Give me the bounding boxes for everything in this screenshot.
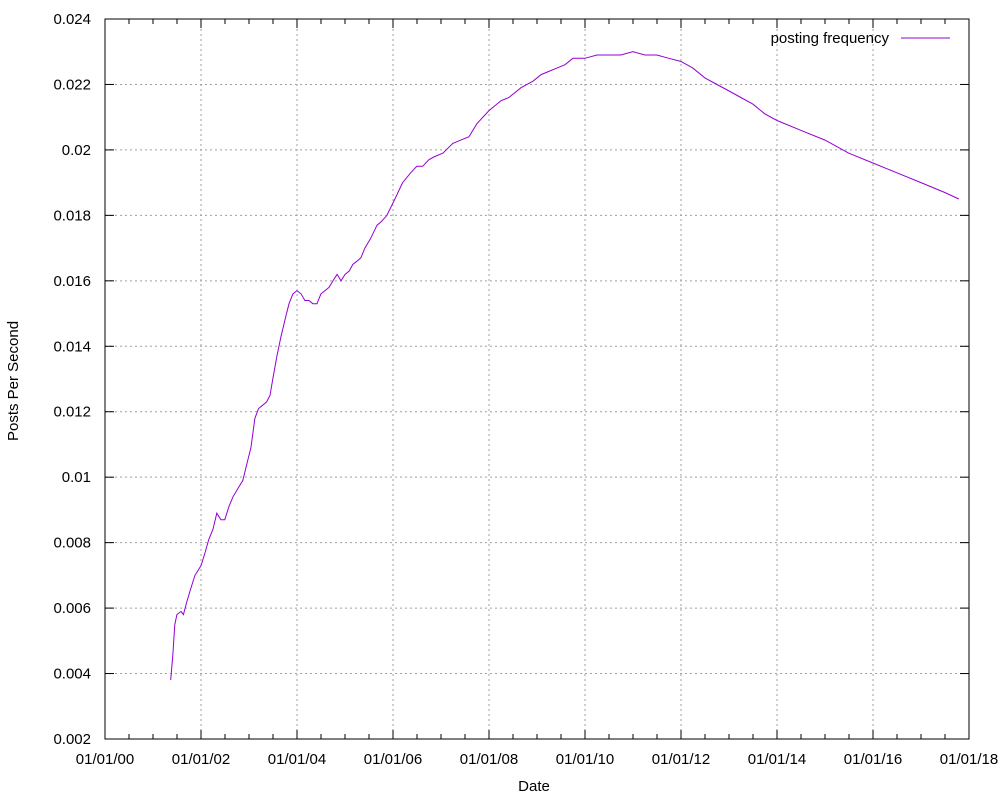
x-tick-label: 01/01/14: [748, 751, 806, 768]
y-tick-label: 0.022: [53, 76, 91, 93]
y-axis-tick-labels: 0.002 0.004 0.006 0.008 0.01 0.012 0.014 0.016 0…: [53, 11, 91, 748]
plot-frame: [104, 18, 970, 740]
y-tick-label: 0.018: [53, 207, 91, 224]
grid: [105, 19, 969, 739]
x-axis-tick-labels: 01/01/00 01/01/02 01/01/04 01/01/06 01/01/08…: [76, 751, 998, 768]
x-tick-label: 01/01/08: [460, 751, 518, 768]
x-tick-label: 01/01/16: [844, 751, 902, 768]
y-tick-label: 0.002: [53, 731, 91, 748]
x-tick-label: 01/01/12: [652, 751, 710, 768]
x-tick-label: 01/01/02: [172, 751, 230, 768]
x-axis-label: Date: [518, 778, 550, 795]
x-tick-label: 01/01/06: [364, 751, 422, 768]
x-tick-label: 01/01/18: [940, 751, 998, 768]
x-tick-label: 01/01/00: [76, 751, 134, 768]
y-tick-label: 0.008: [53, 535, 91, 552]
y-tick-label: 0.012: [53, 404, 91, 421]
legend-label: posting frequency: [771, 30, 890, 47]
series-line-posting-frequency: [170, 51, 960, 681]
axis-ticks: [104, 18, 970, 740]
x-tick-label: 01/01/04: [268, 751, 326, 768]
y-tick-label: 0.014: [53, 338, 91, 355]
y-tick-label: 0.006: [53, 600, 91, 617]
y-tick-label: 0.02: [62, 142, 91, 159]
y-tick-label: 0.024: [53, 11, 91, 28]
y-tick-label: 0.004: [53, 666, 91, 683]
y-tick-label: 0.01: [62, 469, 91, 486]
legend: posting frequency: [771, 30, 950, 47]
x-tick-label: 01/01/10: [556, 751, 614, 768]
y-tick-label: 0.016: [53, 273, 91, 290]
y-axis-label: Posts Per Second: [5, 321, 22, 441]
